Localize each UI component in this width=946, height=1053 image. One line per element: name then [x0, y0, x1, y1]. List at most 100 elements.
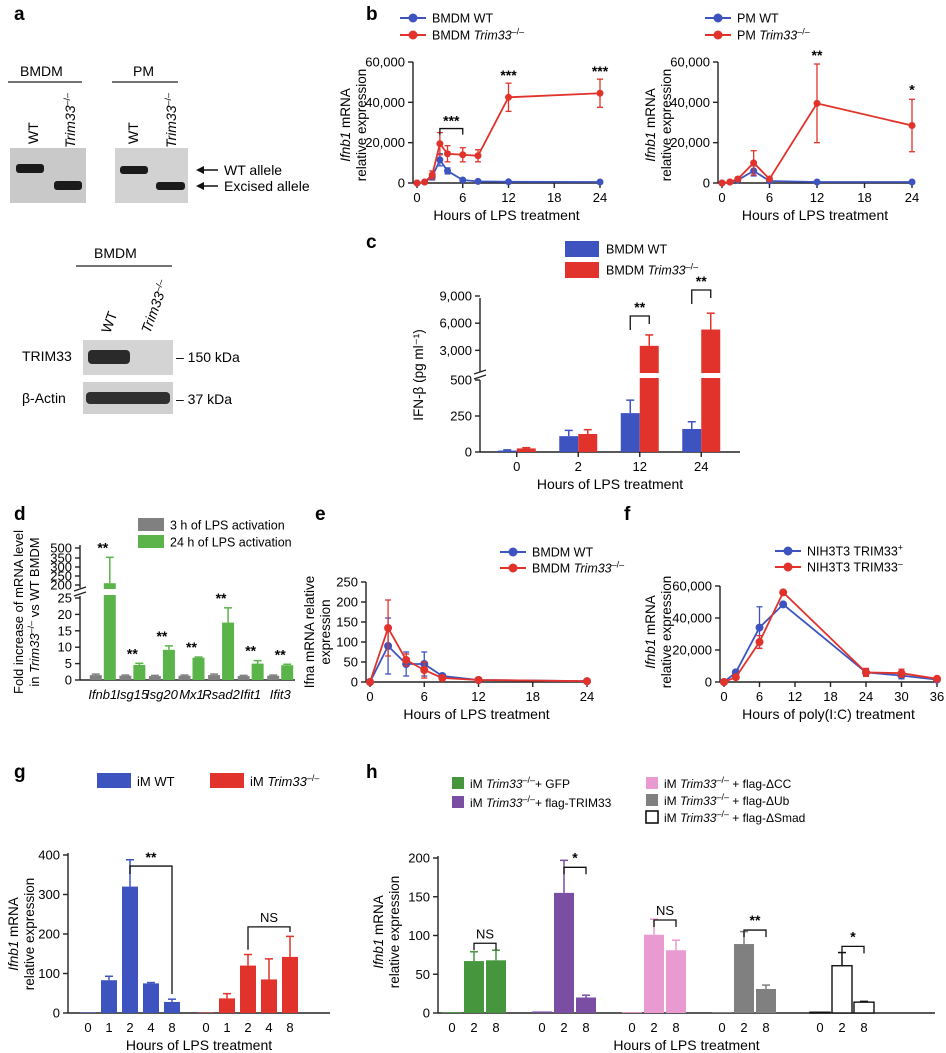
gel-bmdm-label: BMDM	[20, 63, 63, 79]
legend-swatch	[97, 773, 131, 788]
x-tick-label: 6	[766, 190, 773, 205]
y-tick-label: 5	[65, 656, 72, 671]
y-axis-title: Ifnb1 mRNA relative expression	[371, 876, 402, 989]
legend-label: iM Trim33–/– + flag-ΔUb	[664, 792, 790, 808]
data-point	[366, 678, 374, 686]
y-tick-label: 15	[58, 623, 72, 638]
actin-blot-label: β-Actin	[22, 390, 66, 406]
y-tick-label: 0	[423, 1006, 430, 1021]
x-axis-title: Hours of LPS treatment	[537, 476, 683, 492]
gel-band	[54, 181, 82, 190]
legend-marker	[713, 13, 723, 23]
data-point	[583, 677, 591, 686]
y-tick-label: 250	[50, 569, 72, 584]
y-tick-label: 20,000	[672, 643, 712, 658]
arrow-wt-allele-icon	[196, 166, 204, 174]
mw-37-label: – 37 kDa	[176, 391, 232, 407]
data-point	[720, 678, 728, 686]
legend-label: iM Trim33–/– + flag-ΔCC	[664, 775, 792, 791]
bar	[644, 934, 664, 1013]
legend-swatch	[646, 794, 658, 806]
data-point	[734, 175, 742, 183]
y-tick-label: 150	[336, 615, 358, 630]
bar	[101, 980, 117, 1013]
y-axis-title-line2: in Trim33–/– vs WT BMDM	[26, 537, 42, 686]
x-tick-label: 8	[168, 1020, 175, 1035]
bar	[756, 988, 776, 1013]
axis-break	[473, 374, 487, 380]
legend-marker	[508, 547, 518, 557]
x-tick-label: 8	[762, 1020, 769, 1035]
bar	[639, 345, 659, 452]
panel-label-c: c	[366, 232, 377, 253]
y-tick-label: 40,000	[670, 95, 710, 110]
bar-break	[700, 373, 722, 378]
bar	[122, 886, 138, 1013]
x-tick-label: 2	[650, 1020, 657, 1035]
legend-label: iM Trim33–/–+ flag-TRIM33	[470, 794, 612, 810]
data-point	[726, 178, 734, 186]
y-tick-label: 10	[58, 640, 72, 655]
data-point	[474, 152, 482, 160]
significance-bracket	[129, 865, 173, 995]
significance-marker: ***	[443, 113, 460, 129]
bar	[576, 997, 596, 1013]
y-axis-title: Ifnb1 mRNA relative expression	[6, 878, 37, 991]
bar	[853, 1001, 875, 1014]
legend-swatch	[565, 241, 599, 257]
y-axis-title-line2: expression	[318, 599, 333, 664]
y-tick-label: 40,000	[672, 611, 712, 626]
blot-lane-wt: WT	[98, 309, 121, 335]
x-tick-label: Mx1	[179, 687, 204, 702]
x-tick-label: 2	[838, 1020, 845, 1035]
y-axis-title-line1: Ifnb1 mRNA	[371, 895, 386, 969]
data-point	[505, 178, 512, 186]
y-axis-title-line2: relative expression	[659, 576, 674, 689]
legend-label: BMDM Trim33–/–	[606, 262, 698, 278]
y-tick-label: 25	[58, 591, 72, 606]
data-point	[813, 99, 821, 107]
x-tick-label: 18	[547, 190, 561, 205]
x-axis-title: Hours of LPS treatment	[742, 207, 888, 223]
gel-band	[156, 182, 185, 190]
significance-marker: *	[850, 928, 856, 944]
legend-label: PM WT	[737, 12, 779, 26]
legend-marker	[783, 546, 793, 556]
bar	[809, 1011, 831, 1014]
x-tick-label: 0	[448, 1020, 455, 1035]
y-tick-label: 0	[398, 176, 405, 191]
significance-bracket	[653, 919, 677, 927]
x-tick-label: 24	[859, 689, 873, 704]
y-tick-label: 500	[50, 541, 72, 556]
y-tick-label: 9,000	[439, 289, 472, 304]
x-tick-label: 0	[628, 1020, 635, 1035]
legend-label: 3 h of LPS activation	[170, 519, 285, 533]
y-tick-label: 200	[336, 595, 358, 610]
y-tick-label: 250	[336, 575, 358, 590]
y-tick-label: 50	[416, 967, 430, 982]
bar	[831, 965, 853, 1014]
y-tick-label: 20,000	[365, 135, 405, 150]
bar	[192, 657, 205, 680]
significance-bracket	[247, 926, 291, 950]
data-point	[897, 669, 906, 678]
blot-bmdm-label: BMDM	[94, 245, 137, 261]
x-tick-label: 36	[930, 689, 944, 704]
data-point	[421, 178, 429, 186]
x-tick-label: 12	[471, 689, 485, 704]
y-axis-title-line1: Ifnb1 mRNA	[643, 595, 658, 669]
bar	[89, 675, 102, 680]
data-point	[718, 179, 726, 187]
legend-label: BMDM Trim33–/–	[432, 27, 524, 43]
panel-label-b: b	[366, 4, 378, 25]
wt-allele-label: WT allele	[224, 162, 282, 178]
axis-break	[73, 586, 87, 592]
y-axis-title-line1: Ifna mRNA relative	[302, 576, 317, 689]
y-tick-label: 350	[50, 551, 72, 566]
bar	[219, 998, 235, 1013]
bar	[666, 950, 686, 1013]
y-axis-title: Ifnb1 mRNA relative expression	[643, 69, 674, 182]
y-axis-title-line1: Fold increase of mRNA level	[11, 530, 26, 694]
legend-marker	[408, 13, 418, 23]
x-tick-label: 24	[580, 689, 594, 704]
